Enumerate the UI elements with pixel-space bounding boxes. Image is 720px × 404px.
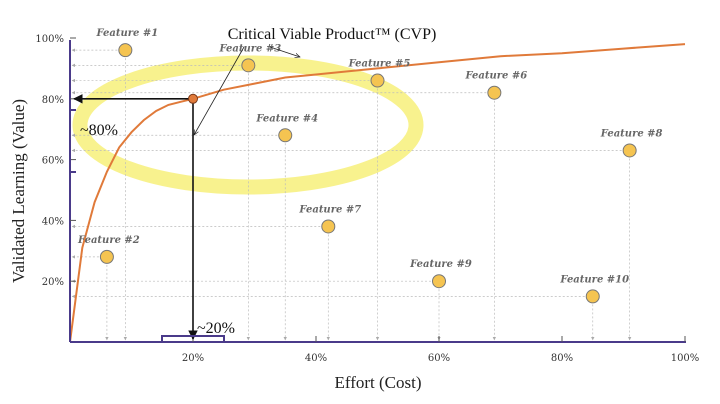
feature-label: Feature #9 (409, 259, 472, 270)
feature-label: Feature #4 (255, 113, 318, 124)
feature-point (321, 219, 336, 234)
feature-label: Feature #3 (218, 43, 281, 54)
y-tick-label: 60% (42, 156, 64, 167)
x-tick-label: 80% (551, 353, 573, 364)
x-axis-title: Effort (Cost) (334, 373, 421, 392)
feature-point (241, 58, 256, 73)
feature-point (622, 143, 637, 158)
effort-marker-label: ~20% (197, 320, 235, 337)
y-tick-label: 80% (42, 95, 64, 106)
feature-label: Feature #5 (348, 59, 411, 70)
x-tick-label: 100% (671, 353, 700, 364)
y-tick-label: 20% (42, 277, 64, 288)
x-tick-label: 20% (182, 353, 204, 364)
feature-point (99, 249, 114, 264)
y-tick-label: 100% (35, 34, 64, 45)
feature-label: Feature #7 (298, 204, 361, 215)
feature-label: Feature #10 (559, 274, 629, 285)
feature-point (585, 289, 600, 304)
x-tick-label: 60% (428, 353, 450, 364)
feature-label: Feature #8 (600, 128, 663, 139)
x-tick-label: 40% (305, 353, 327, 364)
feature-point (432, 274, 446, 289)
feature-point (278, 128, 293, 143)
feature-point (487, 85, 502, 100)
cvp-callout-arrow-secondary (269, 46, 300, 57)
feature-point (118, 43, 133, 58)
feature-label: Feature #6 (464, 71, 527, 82)
cvp-point (188, 93, 198, 104)
value-marker-label: ~80% (80, 122, 118, 139)
value-bracket (69, 109, 76, 173)
y-axis-title: Validated Learning (Value) (9, 99, 28, 283)
feature-point (370, 73, 385, 88)
cvp-callout-arrow (194, 46, 245, 135)
y-tick-label: 40% (42, 216, 64, 227)
effort-bracket (161, 335, 225, 342)
feature-label: Feature #2 (77, 235, 140, 246)
cvp-callout-label: Critical Viable Product™ (CVP) (228, 26, 437, 43)
feature-label: Feature #1 (95, 28, 158, 39)
